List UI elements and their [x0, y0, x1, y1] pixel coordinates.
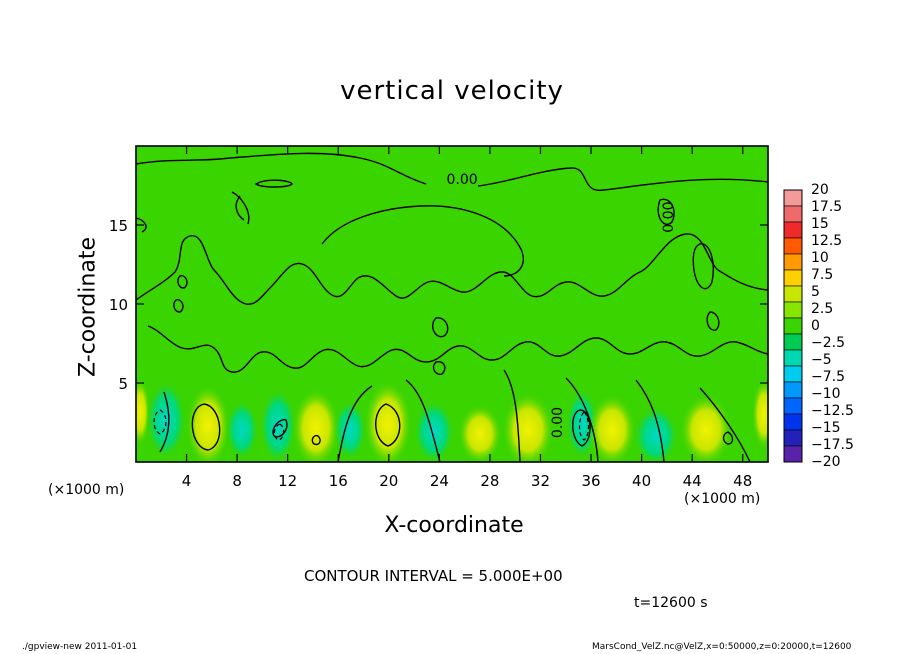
- downdraft-cell: [146, 380, 186, 460]
- downdraft-cell: [260, 388, 296, 462]
- y-axis: 5 10 15: [109, 217, 768, 393]
- downdraft-cell: [414, 400, 454, 462]
- colorbar-swatch: [783, 397, 803, 415]
- colorbar-label: −10: [811, 386, 841, 402]
- updraft-cell: [502, 392, 554, 462]
- x-tick-label: 16: [329, 472, 348, 490]
- colorbar-label: 20: [811, 182, 829, 198]
- updraft-cell: [364, 380, 412, 462]
- colorbar-swatch: [783, 205, 803, 223]
- x-axis: 4 8 12 16 20 24 28 32 36 40 44 48: [182, 146, 752, 490]
- updraft-cell: [680, 394, 732, 462]
- colorbar-label: 12.5: [811, 233, 843, 249]
- footer-right: MarsCond_VelZ.nc@VelZ,x=0:50000,z=0:2000…: [592, 642, 852, 652]
- colorbar-swatch: [783, 189, 803, 207]
- x-unit-label-left: (×1000 m): [48, 482, 125, 498]
- y-tick-label: 5: [118, 375, 128, 393]
- colorbar-label: −17.5: [811, 437, 854, 453]
- contour-label: 0.00: [447, 172, 478, 188]
- colorbar-label: −12.5: [811, 403, 854, 419]
- colorbar-swatch: [783, 237, 803, 255]
- velocity-field: [136, 146, 768, 462]
- x-tick-label: 28: [480, 472, 499, 490]
- x-tick-label: 12: [278, 472, 297, 490]
- colorbar-swatch: [783, 285, 803, 303]
- contour-lines: [136, 152, 768, 462]
- updraft-cell: [136, 378, 150, 446]
- colorbar-swatch: [783, 445, 803, 463]
- y-tick-label: 15: [109, 217, 128, 235]
- colorbar-swatch: [783, 317, 803, 335]
- colorbar-label: −7.5: [811, 369, 845, 385]
- colorbar-swatch: [783, 365, 803, 383]
- colorbar-label: −2.5: [811, 335, 845, 351]
- colorbar-label: 5: [811, 284, 820, 300]
- colorbar-label: 2.5: [811, 301, 834, 317]
- x-axis-label: X-coordinate: [384, 513, 524, 538]
- colorbar-label: 15: [811, 216, 829, 232]
- colorbar-label: −15: [811, 420, 841, 436]
- x-tick-label: 24: [430, 472, 449, 490]
- contour-interval-note: CONTOUR INTERVAL = 5.000E+00: [304, 567, 563, 585]
- colorbar-swatch: [783, 381, 803, 399]
- colorbar-label: −20: [811, 454, 841, 470]
- colorbar-label: −5: [811, 352, 832, 368]
- x-tick-label: 4: [182, 472, 192, 490]
- colorbar-label: 10: [811, 250, 829, 266]
- chart-title: vertical velocity: [340, 76, 564, 106]
- colorbar-swatch: [783, 221, 803, 239]
- y-axis-label: Z-coordinate: [75, 237, 101, 377]
- updraft-cell: [588, 394, 636, 462]
- negative-contours: [153, 409, 590, 441]
- colorbar-label: 0: [811, 318, 820, 334]
- x-tick-label: 44: [683, 472, 702, 490]
- downdraft-cell: [334, 400, 366, 460]
- footer-left: ./gpview-new 2011-01-01: [22, 642, 138, 652]
- contour-label: 0.00: [661, 202, 677, 233]
- x-tick-label: 48: [733, 472, 752, 490]
- x-tick-label: 32: [531, 472, 550, 490]
- downdraft-cell: [226, 400, 258, 460]
- x-tick-label: 40: [632, 472, 651, 490]
- colorbar-swatch: [783, 333, 803, 351]
- x-tick-label: 20: [379, 472, 398, 490]
- colorbar-frame: [783, 189, 803, 463]
- colorbar-swatch: [783, 349, 803, 367]
- colorbar: [783, 189, 803, 463]
- colorbar-swatch: [783, 253, 803, 271]
- updraft-cell: [752, 378, 768, 450]
- colorbar-label: 7.5: [811, 267, 834, 283]
- x-tick-label: 8: [232, 472, 242, 490]
- contour-label: 0.00: [550, 407, 566, 438]
- y-tick-label: 10: [109, 296, 128, 314]
- colorbar-swatch: [783, 269, 803, 287]
- colorbar-swatch: [783, 429, 803, 447]
- downdraft-cell: [634, 406, 678, 462]
- x-tick-label: 36: [581, 472, 600, 490]
- time-label: t=12600 s: [634, 595, 708, 611]
- colorbar-swatch: [783, 413, 803, 431]
- colorbar-swatch: [783, 301, 803, 319]
- updraft-cell: [292, 388, 340, 462]
- updraft-cell: [458, 404, 502, 462]
- contour-labels: 0.00 0.00 0.00: [447, 172, 678, 438]
- colorbar-label: 17.5: [811, 199, 843, 215]
- x-unit-label-right: (×1000 m): [684, 491, 761, 507]
